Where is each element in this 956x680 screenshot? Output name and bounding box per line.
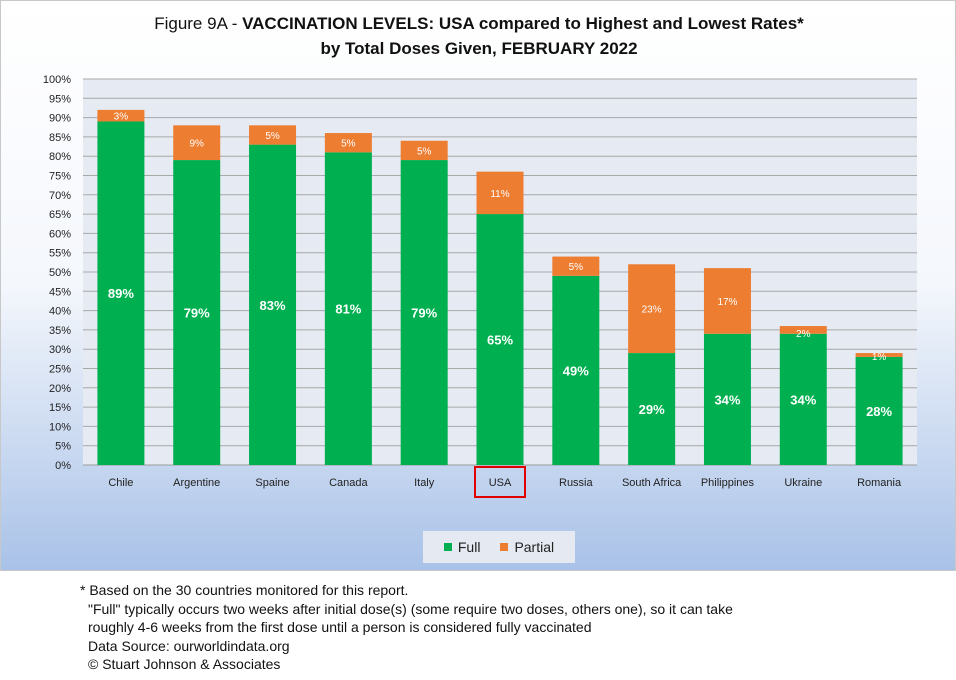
bar-full bbox=[173, 160, 221, 465]
bar-full bbox=[779, 333, 827, 465]
bar-full bbox=[97, 121, 145, 466]
data-label-full: 28% bbox=[866, 404, 892, 419]
x-tick-label: Philippines bbox=[701, 477, 755, 489]
bar-partial bbox=[324, 133, 372, 153]
y-tick-label: 5% bbox=[55, 441, 71, 453]
data-label-partial: 2% bbox=[796, 329, 811, 340]
y-tick-label: 70% bbox=[49, 190, 71, 202]
data-label-full: 81% bbox=[335, 302, 361, 317]
data-label-full: 34% bbox=[790, 392, 816, 407]
x-tick-label: South Africa bbox=[622, 477, 682, 489]
data-label-partial: 5% bbox=[341, 139, 356, 150]
legend-label-partial: Partial bbox=[514, 539, 555, 555]
legend-item-partial: Partial bbox=[500, 539, 554, 555]
data-label-full: 29% bbox=[639, 402, 665, 417]
data-label-partial: 5% bbox=[265, 131, 280, 142]
bar-full bbox=[324, 152, 372, 465]
data-label-full: 65% bbox=[487, 333, 513, 348]
y-tick-label: 45% bbox=[49, 286, 71, 298]
data-label-partial: 17% bbox=[717, 297, 737, 308]
data-label-partial: 3% bbox=[114, 112, 129, 123]
chart-area: Figure 9A - VACCINATION LEVELS: USA comp… bbox=[0, 0, 956, 571]
data-label-partial: 1% bbox=[872, 352, 887, 363]
bar-partial bbox=[779, 326, 827, 334]
x-tick-label: Chile bbox=[108, 477, 133, 489]
bar-partial bbox=[249, 125, 297, 145]
x-tick-label: Romania bbox=[857, 477, 902, 489]
x-tick-label: Italy bbox=[414, 477, 435, 489]
data-label-partial: 11% bbox=[490, 189, 509, 200]
legend: Full Partial bbox=[423, 531, 575, 563]
footnotes: * Based on the 30 countries monitored fo… bbox=[80, 581, 733, 674]
y-tick-label: 55% bbox=[49, 248, 71, 260]
chart-subtitle: by Total Doses Given, FEBRUARY 2022 bbox=[320, 39, 638, 58]
bar-full bbox=[703, 333, 751, 465]
y-tick-label: 15% bbox=[49, 402, 71, 414]
data-label-full: 79% bbox=[184, 306, 210, 321]
y-tick-label: 50% bbox=[49, 267, 71, 279]
y-tick-label: 35% bbox=[49, 325, 71, 337]
bar-partial bbox=[173, 125, 221, 161]
bar-full bbox=[855, 356, 903, 465]
data-label-full: 79% bbox=[411, 306, 437, 321]
chart-title: Figure 9A - VACCINATION LEVELS: USA comp… bbox=[1, 14, 956, 34]
bar-partial bbox=[400, 140, 448, 161]
bar-chart: 0% 5% 10% 15% 20% 25% 30% 35% 40% 45% 50% 55% 60% 65%… bbox=[43, 74, 917, 498]
y-tick-label: 60% bbox=[49, 228, 71, 240]
bar-partial bbox=[855, 353, 903, 357]
data-label-full: 49% bbox=[563, 363, 589, 378]
footnote-copyright: © Stuart Johnson & Associates bbox=[88, 656, 281, 672]
legend-item-full: Full bbox=[443, 539, 481, 555]
y-tick-label: 85% bbox=[49, 132, 71, 144]
x-tick-label: USA bbox=[489, 477, 512, 489]
y-tick-label: 65% bbox=[49, 209, 71, 221]
legend-swatch-full bbox=[443, 543, 452, 551]
bar-partial bbox=[476, 171, 524, 215]
chart-title-prefix: Figure 9A - bbox=[154, 14, 243, 33]
legend-label-full: Full bbox=[457, 539, 481, 555]
y-tick-label: 40% bbox=[49, 306, 71, 318]
y-tick-label: 80% bbox=[49, 151, 71, 163]
y-tick-label: 25% bbox=[49, 364, 71, 376]
x-tick-label: Ukraine bbox=[784, 477, 822, 489]
data-label-full: 83% bbox=[260, 298, 286, 313]
bar-partial bbox=[97, 109, 145, 122]
bar-partial bbox=[552, 256, 600, 276]
bar-full bbox=[552, 275, 600, 465]
y-tick-label: 90% bbox=[49, 113, 71, 125]
bar-full bbox=[628, 353, 676, 465]
y-tick-label: 75% bbox=[49, 171, 71, 183]
x-tick-label: Argentine bbox=[173, 477, 220, 489]
x-tick-label: Russia bbox=[559, 477, 594, 489]
data-label-full: 89% bbox=[108, 286, 134, 301]
y-tick-label: 95% bbox=[49, 93, 71, 105]
y-tick-label: 30% bbox=[49, 344, 71, 356]
footnote-line: * Based on the 30 countries monitored fo… bbox=[80, 582, 409, 598]
data-label-full: 34% bbox=[714, 392, 740, 407]
usa-highlight-box bbox=[474, 466, 526, 498]
y-tick-label: 100% bbox=[43, 74, 71, 86]
chart-title-bold: VACCINATION LEVELS: USA compared to High… bbox=[242, 14, 804, 33]
y-tick-label: 0% bbox=[55, 460, 71, 472]
x-tick-label: Spaine bbox=[255, 477, 289, 489]
data-label-partial: 23% bbox=[642, 305, 662, 316]
bar-full bbox=[476, 214, 524, 465]
y-tick-label: 20% bbox=[49, 383, 71, 395]
bar-partial bbox=[703, 268, 751, 334]
bar-partial bbox=[628, 264, 676, 354]
x-tick-label: Canada bbox=[329, 477, 368, 489]
data-label-partial: 9% bbox=[190, 139, 205, 150]
bar-full bbox=[400, 160, 448, 465]
legend-swatch-partial bbox=[500, 543, 509, 551]
y-tick-label: 10% bbox=[49, 421, 71, 433]
footnote-source: Data Source: ourworldindata.org bbox=[88, 637, 290, 654]
footnote-line: roughly 4-6 weeks from the first dose un… bbox=[88, 619, 592, 635]
footnote-line: "Full" typically occurs two weeks after … bbox=[88, 600, 733, 617]
data-label-partial: 5% bbox=[569, 262, 584, 273]
data-label-partial: 5% bbox=[417, 146, 432, 157]
bar-full bbox=[249, 144, 297, 465]
